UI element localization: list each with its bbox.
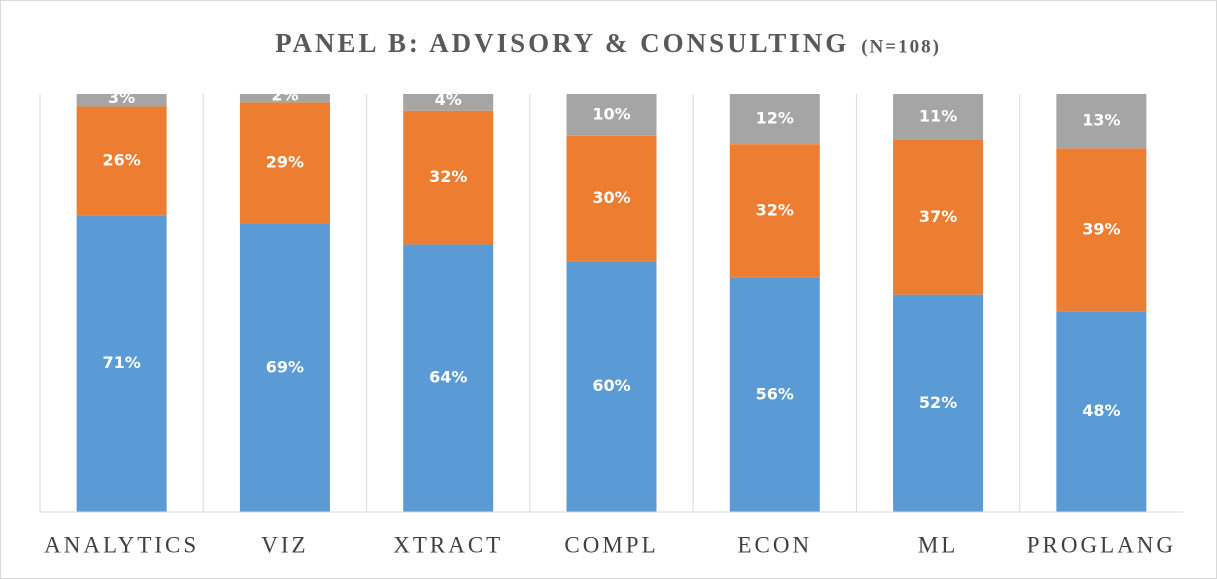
data-label: 32% (429, 167, 467, 186)
bar-segment (403, 110, 494, 245)
data-label: 4% (435, 90, 462, 109)
bar-segment (729, 144, 820, 278)
data-label: 2% (271, 86, 298, 105)
bar-segment (566, 94, 657, 136)
x-tick-label: ML (918, 532, 959, 557)
data-label: 69% (266, 357, 304, 376)
data-label: 52% (919, 393, 957, 412)
chart-title: PANEL B: ADVISORY & CONSULTING (275, 28, 849, 58)
x-tick-label: ECON (737, 532, 812, 557)
bar-segment (566, 135, 657, 262)
bar-segment (76, 215, 167, 512)
bar-segment (893, 294, 984, 512)
data-label: 48% (1082, 401, 1120, 420)
x-tick-label: VIZ (261, 532, 308, 557)
bar-segment (566, 261, 657, 512)
bar-segment (893, 94, 984, 140)
bar-segment (729, 277, 820, 512)
data-label: 71% (102, 353, 140, 372)
bar-segment (893, 139, 984, 295)
bar-segment (403, 94, 494, 111)
bar-segment (76, 106, 167, 216)
bar-segment (239, 223, 330, 512)
bar-segment (1056, 94, 1147, 149)
chart-subtitle: (N=108) (861, 36, 941, 57)
bar-segment (403, 244, 494, 513)
data-label: 12% (756, 109, 794, 128)
bar-segment (1056, 311, 1147, 512)
data-label: 37% (919, 207, 957, 226)
data-label: 10% (592, 104, 630, 123)
data-label: 11% (919, 106, 957, 125)
data-label: 3% (108, 88, 135, 107)
data-label: 29% (266, 152, 304, 171)
data-label: 32% (756, 201, 794, 220)
data-label: 26% (102, 150, 140, 169)
bar-segment (729, 94, 820, 145)
data-label: 56% (756, 384, 794, 403)
data-label: 64% (429, 368, 467, 387)
bar-segment (239, 102, 330, 224)
data-label: 60% (592, 376, 630, 395)
bar-segment (76, 94, 167, 107)
data-label: 39% (1082, 219, 1120, 238)
x-tick-label: XTRACT (393, 532, 503, 557)
data-label: 30% (592, 188, 630, 207)
bar-segment (1056, 148, 1147, 312)
data-label: 13% (1082, 111, 1120, 130)
x-tick-label: COMPL (564, 532, 658, 557)
x-tick-label: PROGLANG (1027, 532, 1176, 557)
x-tick-label: ANALYTICS (44, 532, 199, 557)
bar-segment (239, 94, 330, 103)
